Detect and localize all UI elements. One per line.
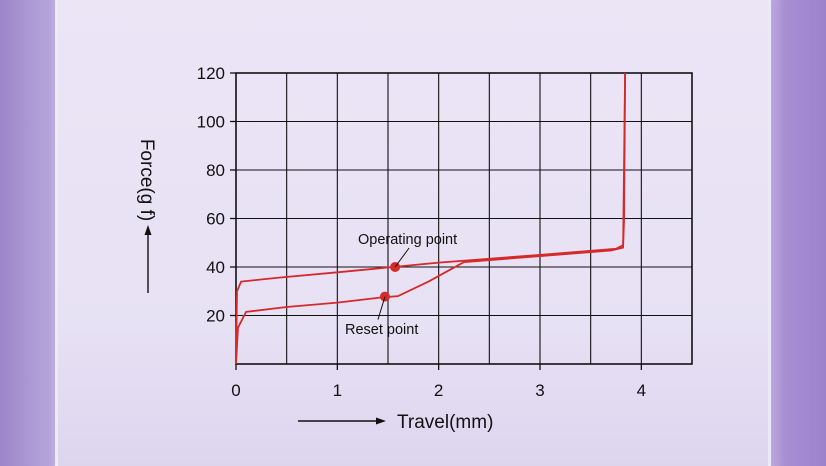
x-tick-label: 0 xyxy=(231,381,240,400)
x-tick-label: 4 xyxy=(637,381,646,400)
reset-point-leader xyxy=(377,296,386,320)
y-tick-label: 40 xyxy=(206,258,225,277)
release-curve xyxy=(235,72,626,365)
x-tick-label: 1 xyxy=(333,381,342,400)
operating-point-label: Operating point xyxy=(358,232,457,248)
x-axis-label: Travel(mm) xyxy=(397,412,493,433)
x-axis-arrow xyxy=(298,417,386,425)
operating-point-leader xyxy=(394,247,410,268)
y-tick-label: 60 xyxy=(206,210,225,229)
chart-annotations: Operating point Reset point xyxy=(345,232,457,338)
y-tick-label: 20 xyxy=(206,307,225,326)
x-tick-label: 2 xyxy=(434,381,443,400)
y-tick-label: 120 xyxy=(197,64,225,83)
x-tick-label: 3 xyxy=(535,381,544,400)
y-axis-label: Force(g f) xyxy=(136,139,157,221)
chart-ticks: 20 40 60 80 100 120 0 1 2 3 4 xyxy=(197,64,646,400)
reset-point-label: Reset point xyxy=(345,322,418,338)
y-tick-label: 100 xyxy=(197,113,225,132)
y-tick-label: 80 xyxy=(206,161,225,180)
y-axis-arrow xyxy=(144,225,152,293)
chart-grid xyxy=(235,72,693,365)
chart-panel xyxy=(58,0,768,466)
chart-series xyxy=(235,72,626,365)
